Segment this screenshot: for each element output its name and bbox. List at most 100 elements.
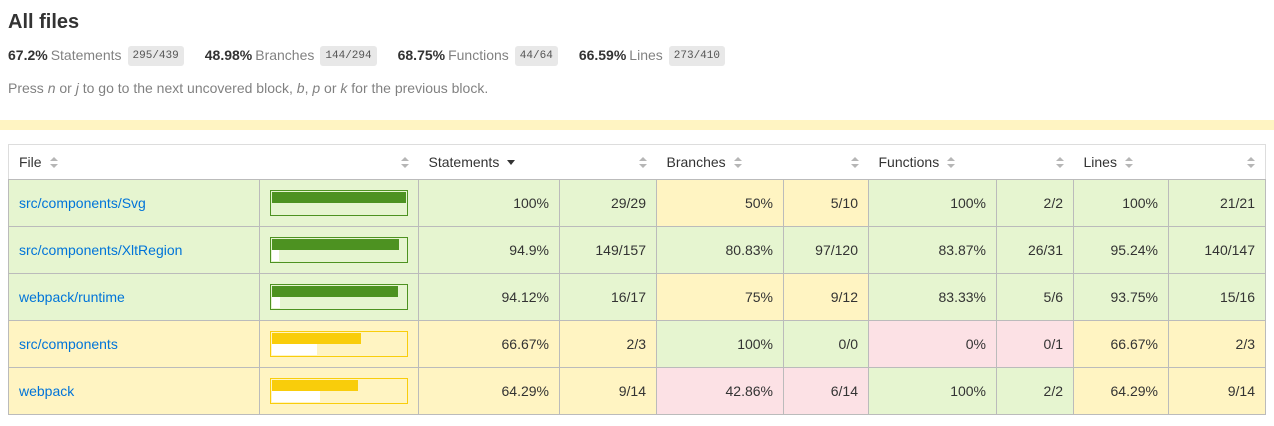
- chart-empty-bar: [272, 250, 279, 261]
- column-label-functions: Functions: [878, 154, 940, 170]
- lines-pct-cell: 100%: [1073, 179, 1169, 227]
- column-label-lines: Lines: [1083, 154, 1117, 170]
- coverage-chart: [270, 378, 408, 404]
- branches-fraction-cell: 9/12: [783, 273, 869, 321]
- column-header-chart[interactable]: [259, 144, 419, 180]
- sort-icon[interactable]: [1125, 157, 1133, 168]
- coverage-chart: [270, 331, 408, 357]
- chart-fill-bar: [272, 380, 359, 391]
- branches-fraction-cell: 6/14: [783, 367, 869, 415]
- sort-icon[interactable]: [639, 157, 647, 168]
- file-cell: src/components/Svg: [8, 179, 260, 227]
- branches-pct-cell: 80.83%: [656, 226, 784, 274]
- hint-key: p: [312, 80, 321, 96]
- summary-metric: 68.75% Functions 44/64: [398, 46, 558, 67]
- metric-fraction-badge: 273/410: [668, 46, 725, 67]
- chart-fill-bar: [272, 286, 399, 297]
- chart-cell: [259, 226, 419, 274]
- lines-fraction-cell: 21/21: [1168, 179, 1266, 227]
- column-header-statements[interactable]: Statements: [418, 144, 560, 180]
- statements-pct-cell: 64.29%: [418, 367, 560, 415]
- metric-fraction-badge: 44/64: [514, 46, 558, 67]
- column-header-functions-fraction[interactable]: [996, 144, 1074, 180]
- lines-pct-cell: 66.67%: [1073, 320, 1169, 368]
- hint-key: j: [75, 80, 79, 96]
- table-row: src/components 66.67% 2/3 100% 0/0 0% 0/1 66.67…: [8, 320, 1266, 368]
- lines-pct-cell: 64.29%: [1073, 367, 1169, 415]
- statements-fraction-cell: 29/29: [559, 179, 657, 227]
- column-header-lines-fraction[interactable]: [1168, 144, 1266, 180]
- functions-pct-cell: 83.87%: [868, 226, 997, 274]
- hint-key: b: [296, 80, 305, 96]
- lines-fraction-cell: 2/3: [1168, 320, 1266, 368]
- file-link[interactable]: webpack: [19, 383, 75, 399]
- hint-key: n: [47, 80, 56, 96]
- column-header-functions[interactable]: Functions: [868, 144, 997, 180]
- metric-percent: 48.98%: [204, 47, 253, 63]
- hint-key: k: [340, 80, 348, 96]
- status-line: [0, 120, 1274, 130]
- functions-fraction-cell: 26/31: [996, 226, 1074, 274]
- sort-icon[interactable]: [401, 157, 409, 168]
- summary-metric: 67.2% Statements 295/439: [8, 46, 184, 67]
- metric-fraction-badge: 295/439: [127, 46, 184, 67]
- functions-pct-cell: 0%: [868, 320, 997, 368]
- sorted-desc-icon[interactable]: [507, 160, 516, 165]
- sort-icon[interactable]: [851, 157, 859, 168]
- metric-percent: 66.59%: [578, 47, 627, 63]
- page-title: All files: [8, 11, 80, 33]
- table-body: src/components/Svg 100% 29/29 50% 5/10 100% 2/…: [8, 179, 1266, 415]
- functions-pct-cell: 100%: [868, 179, 997, 227]
- sort-icon[interactable]: [1247, 157, 1255, 168]
- lines-pct-cell: 95.24%: [1073, 226, 1169, 274]
- chart-empty-bar: [272, 297, 280, 308]
- lines-fraction-cell: 140/147: [1168, 226, 1266, 274]
- metric-label: Branches: [255, 47, 315, 63]
- branches-pct-cell: 50%: [656, 179, 784, 227]
- column-header-branches-fraction[interactable]: [783, 144, 869, 180]
- metric-label: Functions: [448, 47, 509, 63]
- column-header-lines[interactable]: Lines: [1073, 144, 1169, 180]
- branches-pct-cell: 75%: [656, 273, 784, 321]
- column-header-file[interactable]: File: [8, 144, 260, 180]
- file-cell: webpack/runtime: [8, 273, 260, 321]
- chart-fill-bar: [272, 333, 362, 344]
- sort-icon[interactable]: [947, 157, 955, 168]
- file-link[interactable]: src/components: [19, 336, 118, 352]
- report-header: All files 67.2% Statements 295/439 48.98% Br…: [0, 0, 1274, 96]
- branches-fraction-cell: 5/10: [783, 179, 869, 227]
- table-row: src/components/Svg 100% 29/29 50% 5/10 100% 2/…: [8, 179, 1266, 227]
- summary-metrics: 67.2% Statements 295/439 48.98% Branches 144/…: [8, 46, 1266, 67]
- chart-cell: [259, 273, 419, 321]
- statements-pct-cell: 94.9%: [418, 226, 560, 274]
- branches-pct-cell: 100%: [656, 320, 784, 368]
- column-label-branches: Branches: [666, 154, 726, 170]
- sort-icon[interactable]: [50, 157, 58, 168]
- table-header-row: File Statements Branches Functions Lines: [8, 144, 1266, 180]
- file-cell: src/components/XltRegion: [8, 226, 260, 274]
- coverage-chart: [270, 284, 408, 310]
- sort-icon[interactable]: [734, 157, 742, 168]
- column-header-branches[interactable]: Branches: [656, 144, 784, 180]
- functions-pct-cell: 100%: [868, 367, 997, 415]
- summary-metric: 66.59% Lines 273/410: [578, 46, 725, 67]
- branches-fraction-cell: 0/0: [783, 320, 869, 368]
- statements-fraction-cell: 2/3: [559, 320, 657, 368]
- functions-pct-cell: 83.33%: [868, 273, 997, 321]
- lines-fraction-cell: 9/14: [1168, 367, 1266, 415]
- column-label-file: File: [19, 154, 42, 170]
- coverage-chart: [270, 190, 408, 216]
- file-link[interactable]: webpack/runtime: [19, 289, 125, 305]
- chart-fill-bar: [272, 192, 406, 203]
- sort-icon[interactable]: [1056, 157, 1064, 168]
- summary-metric: 48.98% Branches 144/294: [204, 46, 377, 67]
- file-cell: webpack: [8, 367, 260, 415]
- lines-fraction-cell: 15/16: [1168, 273, 1266, 321]
- file-link[interactable]: src/components/Svg: [19, 195, 146, 211]
- chart-empty-bar: [272, 344, 317, 355]
- file-cell: src/components: [8, 320, 260, 368]
- statements-fraction-cell: 149/157: [559, 226, 657, 274]
- column-header-statements-fraction[interactable]: [559, 144, 657, 180]
- branches-pct-cell: 42.86%: [656, 367, 784, 415]
- file-link[interactable]: src/components/XltRegion: [19, 242, 183, 258]
